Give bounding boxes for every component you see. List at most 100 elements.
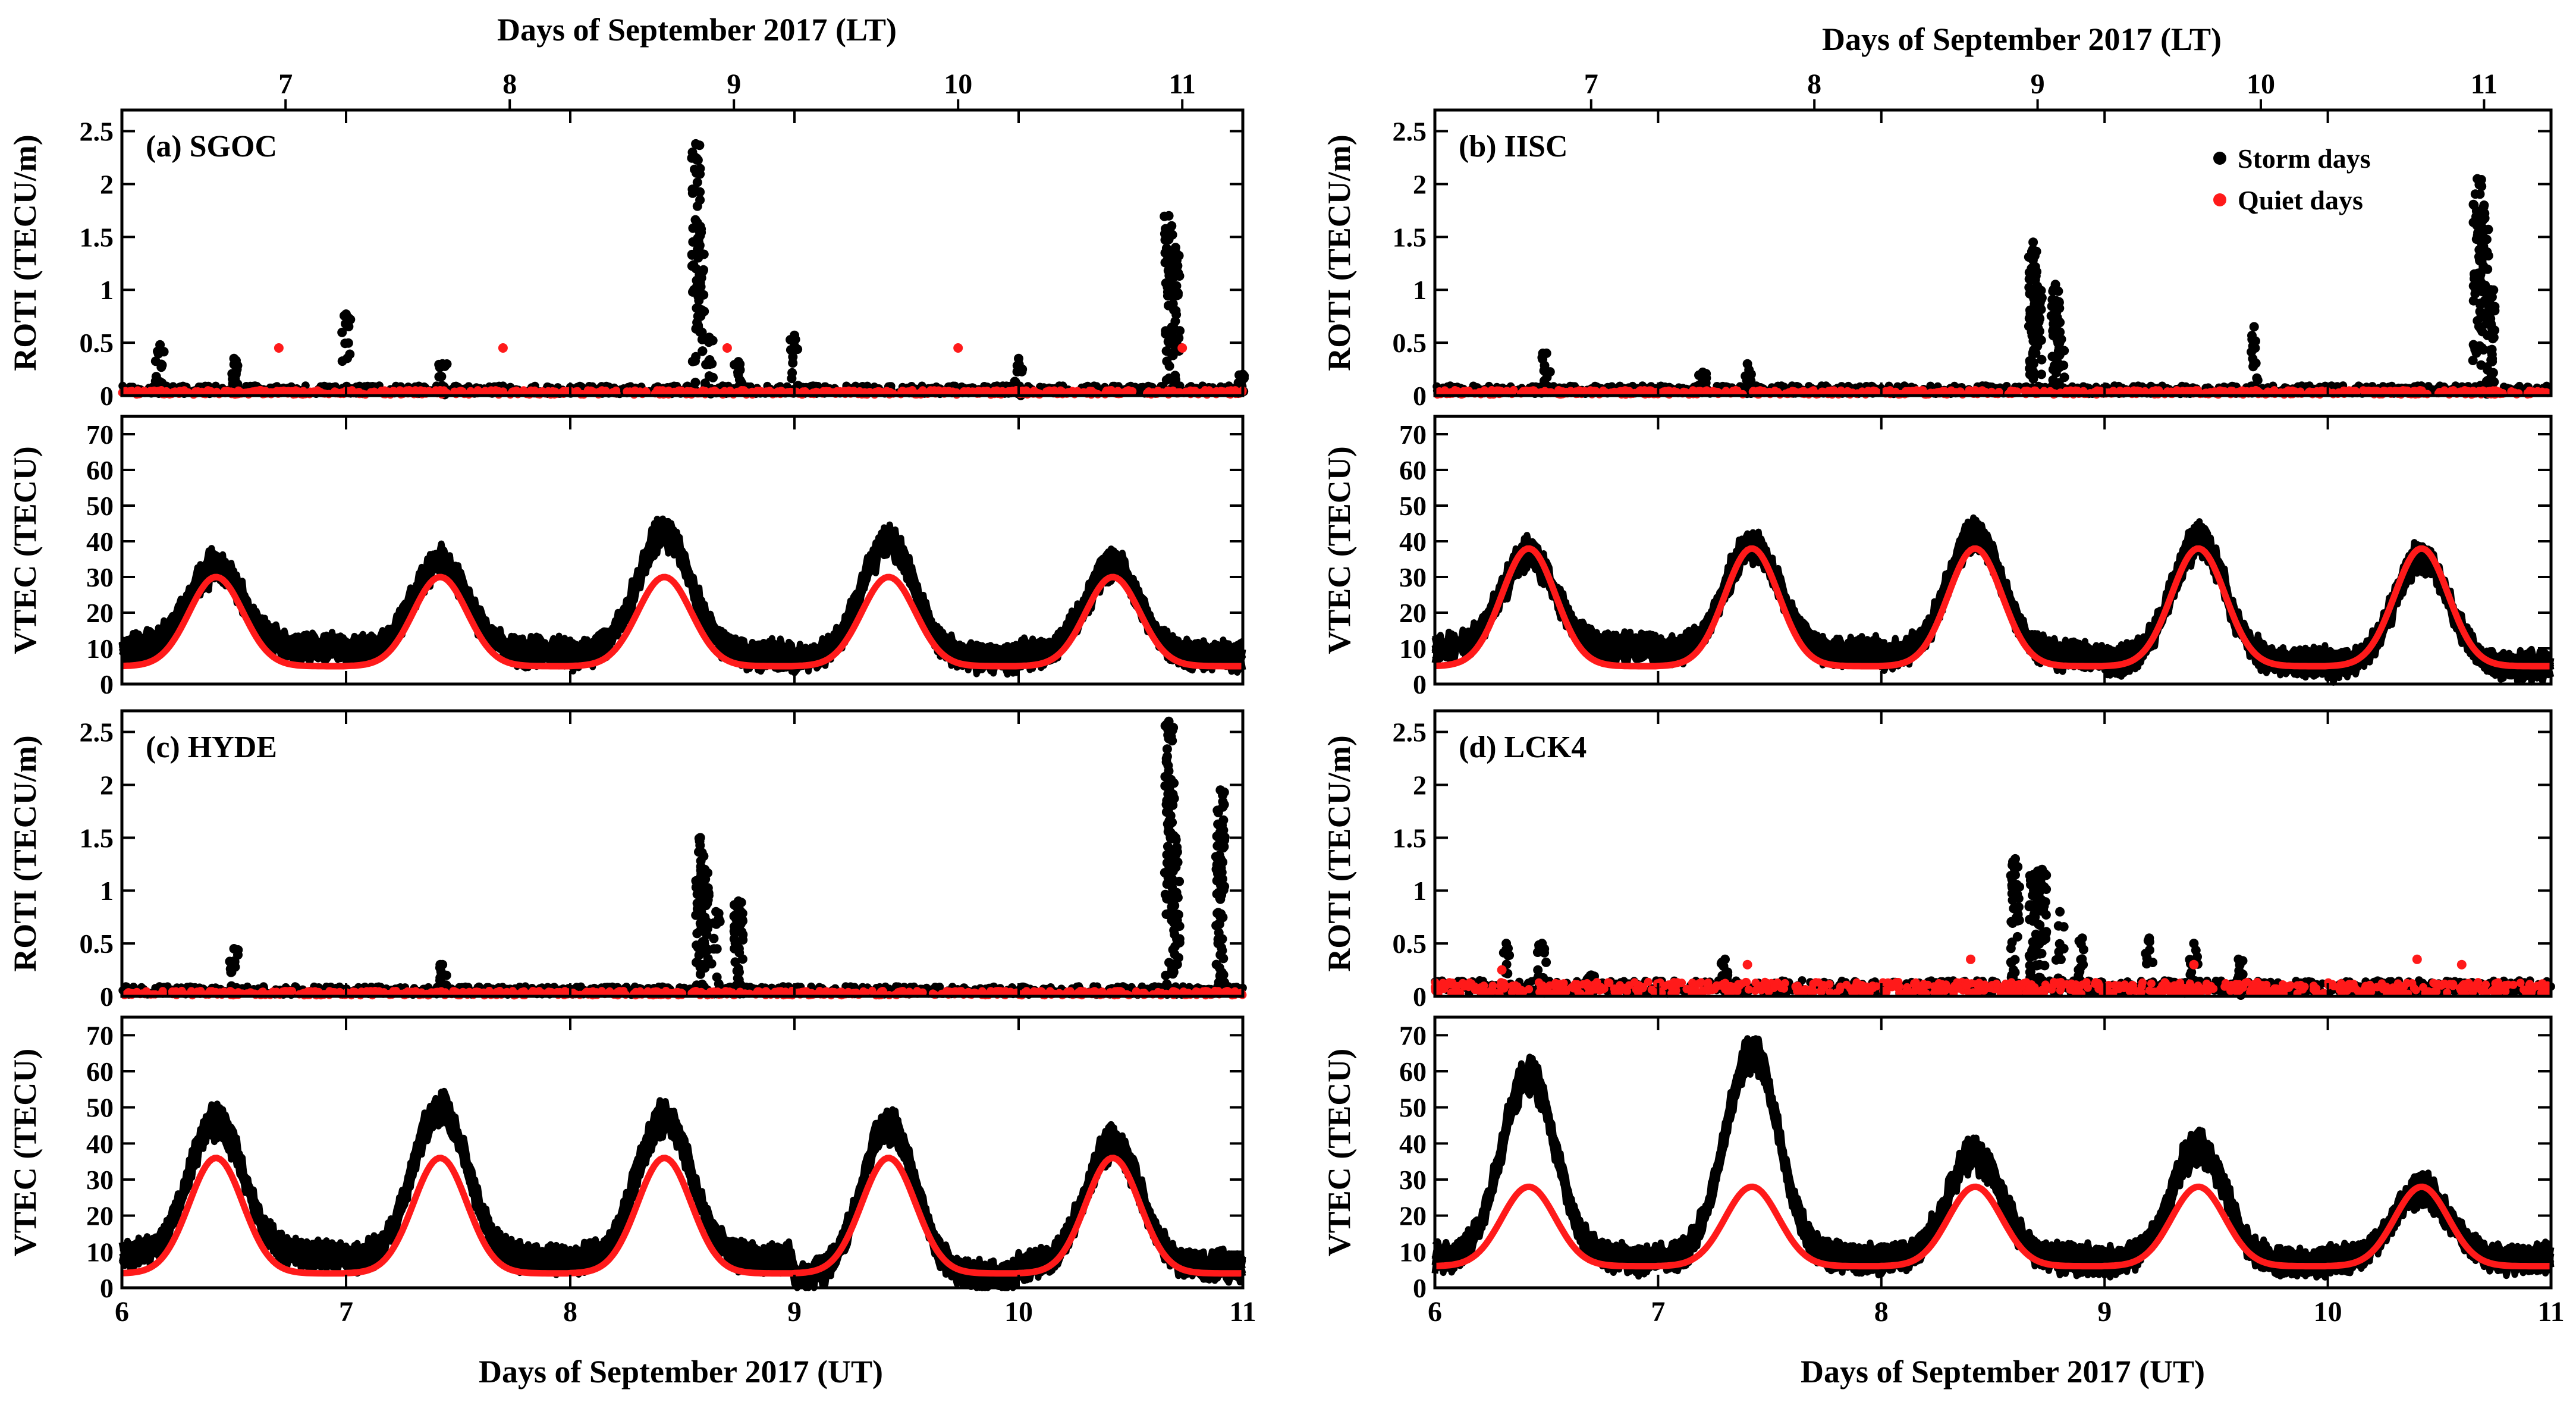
roti-storm-point bbox=[2484, 303, 2494, 313]
roti-quiet-point bbox=[1956, 387, 1965, 396]
roti-quiet-point bbox=[2478, 387, 2487, 396]
roti-quiet-point bbox=[696, 387, 705, 396]
roti-storm-point bbox=[2052, 308, 2062, 318]
roti-quiet-point bbox=[855, 387, 863, 396]
roti-quiet-point bbox=[676, 387, 684, 396]
roti-quiet-point bbox=[2296, 387, 2305, 396]
roti-storm-point bbox=[809, 381, 818, 390]
roti-storm-point bbox=[2030, 249, 2040, 259]
roti-ytick-label: 0.5 bbox=[1393, 328, 1427, 358]
roti-storm-spike bbox=[155, 340, 165, 350]
roti-storm-point bbox=[687, 153, 697, 163]
roti-storm-point bbox=[341, 319, 351, 329]
vtec-ytick-label: 50 bbox=[86, 491, 114, 521]
roti-storm-point bbox=[692, 275, 702, 286]
vtec-ytick-label: 60 bbox=[1399, 455, 1427, 485]
roti-quiet-point bbox=[1450, 386, 1459, 394]
roti-storm-point bbox=[1173, 261, 1183, 271]
roti-storm-point bbox=[2476, 277, 2486, 287]
roti-storm-spike bbox=[790, 330, 799, 340]
roti-storm-point bbox=[1167, 349, 1177, 359]
roti-storm-point bbox=[1173, 288, 1183, 298]
roti-storm-point bbox=[2037, 355, 2047, 365]
roti-storm-point bbox=[1167, 281, 1177, 291]
vtec-ytick-label: 40 bbox=[86, 526, 114, 557]
roti-quiet-point bbox=[979, 387, 988, 396]
roti-quiet-point bbox=[309, 387, 318, 396]
roti-storm-point bbox=[337, 327, 347, 337]
vtec-ylabel: VTEC (TECU) bbox=[7, 446, 43, 654]
top-xtick-label: 8 bbox=[1807, 68, 1821, 100]
roti-storm-spike bbox=[704, 333, 714, 343]
roti-storm-point bbox=[1175, 326, 1185, 336]
roti-quiet-spike bbox=[953, 343, 963, 353]
roti-storm-point bbox=[1174, 271, 1185, 281]
roti-storm-point bbox=[705, 355, 715, 365]
roti-storm-point bbox=[1701, 378, 1711, 388]
roti-quiet-point bbox=[456, 387, 465, 396]
roti-ytick-label: 2.5 bbox=[80, 117, 114, 147]
roti-quiet-point bbox=[431, 386, 440, 395]
roti-storm-point bbox=[2059, 360, 2069, 371]
roti-storm-point bbox=[787, 368, 797, 378]
roti-storm-point bbox=[2030, 262, 2040, 272]
roti-storm-point bbox=[2024, 283, 2034, 293]
vtec-ytick-label: 70 bbox=[1399, 419, 1427, 450]
roti-quiet-point bbox=[1868, 387, 1877, 396]
roti-quiet-point bbox=[2071, 386, 2080, 395]
roti-storm-point bbox=[2032, 330, 2042, 340]
roti-quiet-point bbox=[559, 387, 568, 396]
roti-storm-spike bbox=[695, 221, 705, 231]
roti-storm-point bbox=[2478, 265, 2488, 275]
roti-ytick-label: 1 bbox=[1413, 275, 1427, 305]
top-xtick-label: 11 bbox=[1169, 68, 1196, 100]
roti-quiet-spike bbox=[274, 343, 284, 353]
roti-quiet-point bbox=[725, 386, 734, 395]
roti-quiet-point bbox=[466, 387, 475, 396]
roti-storm-point bbox=[2059, 346, 2069, 356]
roti-quiet-point bbox=[2216, 386, 2225, 395]
roti-quiet-point bbox=[2507, 387, 2516, 396]
roti-quiet-spike bbox=[722, 343, 732, 353]
roti-storm-point bbox=[695, 327, 705, 337]
vtec-ytick-label: 40 bbox=[1399, 526, 1427, 557]
roti-storm-spike bbox=[691, 139, 701, 149]
roti-quiet-point bbox=[968, 387, 977, 396]
roti-storm-spike bbox=[2028, 237, 2038, 247]
roti-ylabel: ROTI (TECU/m) bbox=[1321, 134, 1357, 371]
roti-storm-point bbox=[2024, 268, 2034, 277]
top-axis-title-left: Days of September 2017 (LT) bbox=[497, 12, 897, 48]
roti-storm-point bbox=[151, 372, 161, 382]
roti-storm-point bbox=[2471, 206, 2481, 216]
roti-frame bbox=[120, 108, 1245, 397]
roti-ytick-label: 0 bbox=[100, 381, 114, 411]
roti-storm-point bbox=[2479, 234, 2489, 244]
roti-storm-point bbox=[343, 338, 353, 348]
roti-storm-spike bbox=[2050, 280, 2060, 290]
roti-plot bbox=[118, 139, 1249, 400]
roti-quiet-point bbox=[961, 387, 970, 396]
roti-storm-point bbox=[690, 356, 700, 366]
roti-storm-point bbox=[735, 365, 745, 375]
roti-storm-point bbox=[156, 359, 167, 369]
roti-storm-point bbox=[697, 979, 707, 989]
roti-quiet-point bbox=[2194, 386, 2203, 395]
roti-storm-point bbox=[1164, 361, 1174, 371]
roti-storm-spike bbox=[2032, 285, 2043, 295]
top-xtick-label: 11 bbox=[2471, 68, 2498, 100]
roti-ytick-label: 2 bbox=[1413, 169, 1427, 199]
roti-quiet-point bbox=[1646, 386, 1655, 395]
roti-quiet-point bbox=[1731, 386, 1740, 394]
vtec-frame bbox=[120, 415, 1245, 686]
roti-storm-point bbox=[2470, 269, 2479, 279]
roti-storm-point bbox=[700, 378, 710, 388]
roti-quiet-point bbox=[389, 387, 398, 396]
roti-storm-point bbox=[225, 956, 235, 967]
roti-storm-point bbox=[693, 244, 703, 255]
roti-storm-point bbox=[693, 237, 703, 247]
roti-quiet-point bbox=[1217, 387, 1226, 396]
